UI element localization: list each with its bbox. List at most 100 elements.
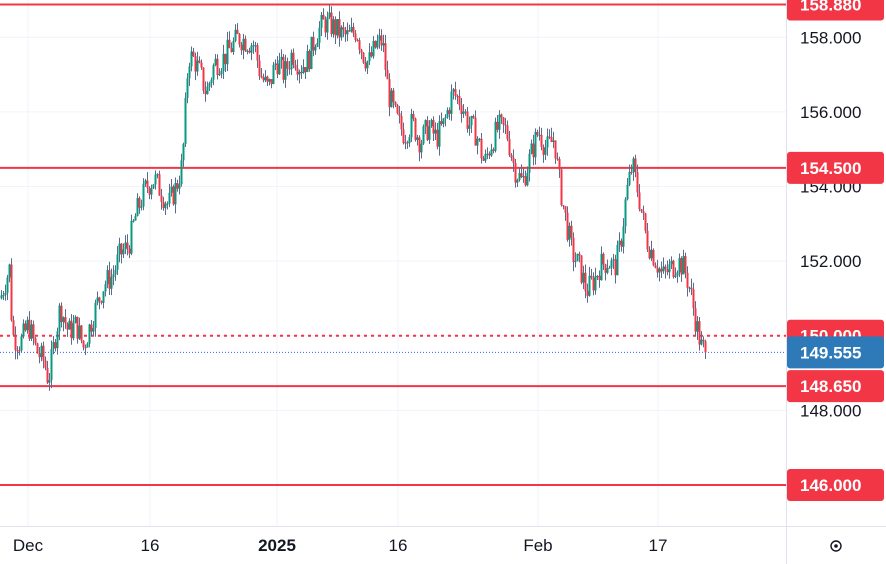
candle-body [444, 117, 447, 119]
candle-body [682, 256, 685, 275]
candle-body [162, 201, 165, 209]
candle-body [14, 335, 17, 351]
candle-body [592, 277, 595, 291]
candle-body [496, 121, 499, 130]
candle-body [440, 121, 443, 125]
candle-body [236, 29, 239, 34]
candle-body [486, 153, 489, 155]
candle-body [424, 120, 427, 127]
candle-body [158, 174, 161, 196]
candle-body [378, 35, 381, 41]
candle-body [686, 272, 689, 288]
candle-body [702, 339, 705, 342]
candlesticks [0, 4, 707, 391]
candle-body [290, 52, 293, 70]
candle-body [600, 253, 603, 281]
time-tick-label: 16 [389, 536, 408, 555]
candle-body [144, 180, 147, 184]
candle-body [394, 102, 397, 106]
candle-body [602, 253, 605, 265]
candle-body [98, 297, 101, 302]
horizontal-levels[interactable] [0, 3, 786, 486]
candle-body [674, 275, 677, 277]
candle-body [154, 174, 157, 185]
candle-body [578, 253, 581, 256]
chart-settings-icon[interactable] [830, 540, 842, 552]
candle-body [642, 211, 645, 214]
time-tick-label: 17 [649, 536, 668, 555]
candle-body [584, 272, 587, 292]
candle-body [684, 256, 687, 273]
candle-body [640, 209, 643, 212]
candle-body [84, 347, 87, 349]
candle-body [520, 173, 523, 178]
candle-body [652, 249, 655, 266]
candle-body [494, 121, 497, 151]
candle-body [668, 264, 671, 273]
candle-body [542, 146, 545, 155]
candle-body [26, 319, 29, 331]
candle-body [370, 52, 373, 57]
level-badge [787, 468, 884, 501]
candle-body [202, 67, 205, 91]
price-badges: 158.880154.500150.000148.650146.000149.5… [787, 0, 884, 501]
candle-body [278, 60, 281, 75]
candle-body [358, 40, 361, 50]
candle-body [514, 162, 517, 183]
candle-body [142, 183, 145, 207]
candle-body [292, 52, 295, 65]
candle-body [530, 143, 533, 154]
candle-body [614, 259, 617, 276]
candle-body [296, 68, 299, 75]
candle-body [348, 30, 351, 32]
candle-body [458, 96, 461, 106]
candle-body [430, 120, 433, 127]
candle-body [690, 287, 693, 290]
candle-body [108, 270, 111, 289]
candle-body [646, 230, 649, 250]
candle-body [216, 58, 219, 76]
candle-body [62, 317, 65, 323]
candle-body [180, 160, 183, 185]
candle-body [620, 240, 623, 247]
candle-body [558, 158, 561, 170]
candle-body [490, 149, 493, 156]
candle-body [262, 77, 265, 81]
candle-body [464, 111, 467, 113]
candle-body [100, 301, 103, 303]
candle-body [448, 110, 451, 114]
candle-body [360, 49, 363, 53]
candle-body [346, 30, 349, 35]
candle-body [270, 79, 273, 84]
candle-body [146, 180, 149, 188]
candle-body [214, 58, 217, 66]
candle-body [590, 275, 593, 278]
candle-body [466, 111, 469, 129]
candle-body [502, 117, 505, 125]
candle-body [276, 63, 279, 75]
candle-body [446, 110, 449, 118]
candle-body [112, 274, 115, 278]
candle-body [544, 147, 547, 155]
level-badge [787, 151, 884, 184]
candle-body [160, 195, 163, 202]
candle-body [400, 115, 403, 130]
candle-body [152, 184, 155, 189]
candle-body [192, 51, 195, 57]
candle-body [388, 79, 391, 108]
candle-body [574, 261, 577, 263]
candle-body [704, 341, 707, 353]
candle-body [312, 36, 315, 51]
candle-body [612, 259, 615, 261]
candle-body [386, 69, 389, 80]
candle-body [256, 45, 259, 61]
candle-body [580, 255, 583, 283]
time-axis[interactable]: Dec 16 2025 16 Feb 17 [13, 536, 668, 555]
candle-body [676, 272, 679, 276]
candle-body [392, 90, 395, 103]
candle-body [572, 237, 575, 263]
candle-body [698, 321, 701, 345]
time-tick-label: Dec [13, 536, 44, 555]
